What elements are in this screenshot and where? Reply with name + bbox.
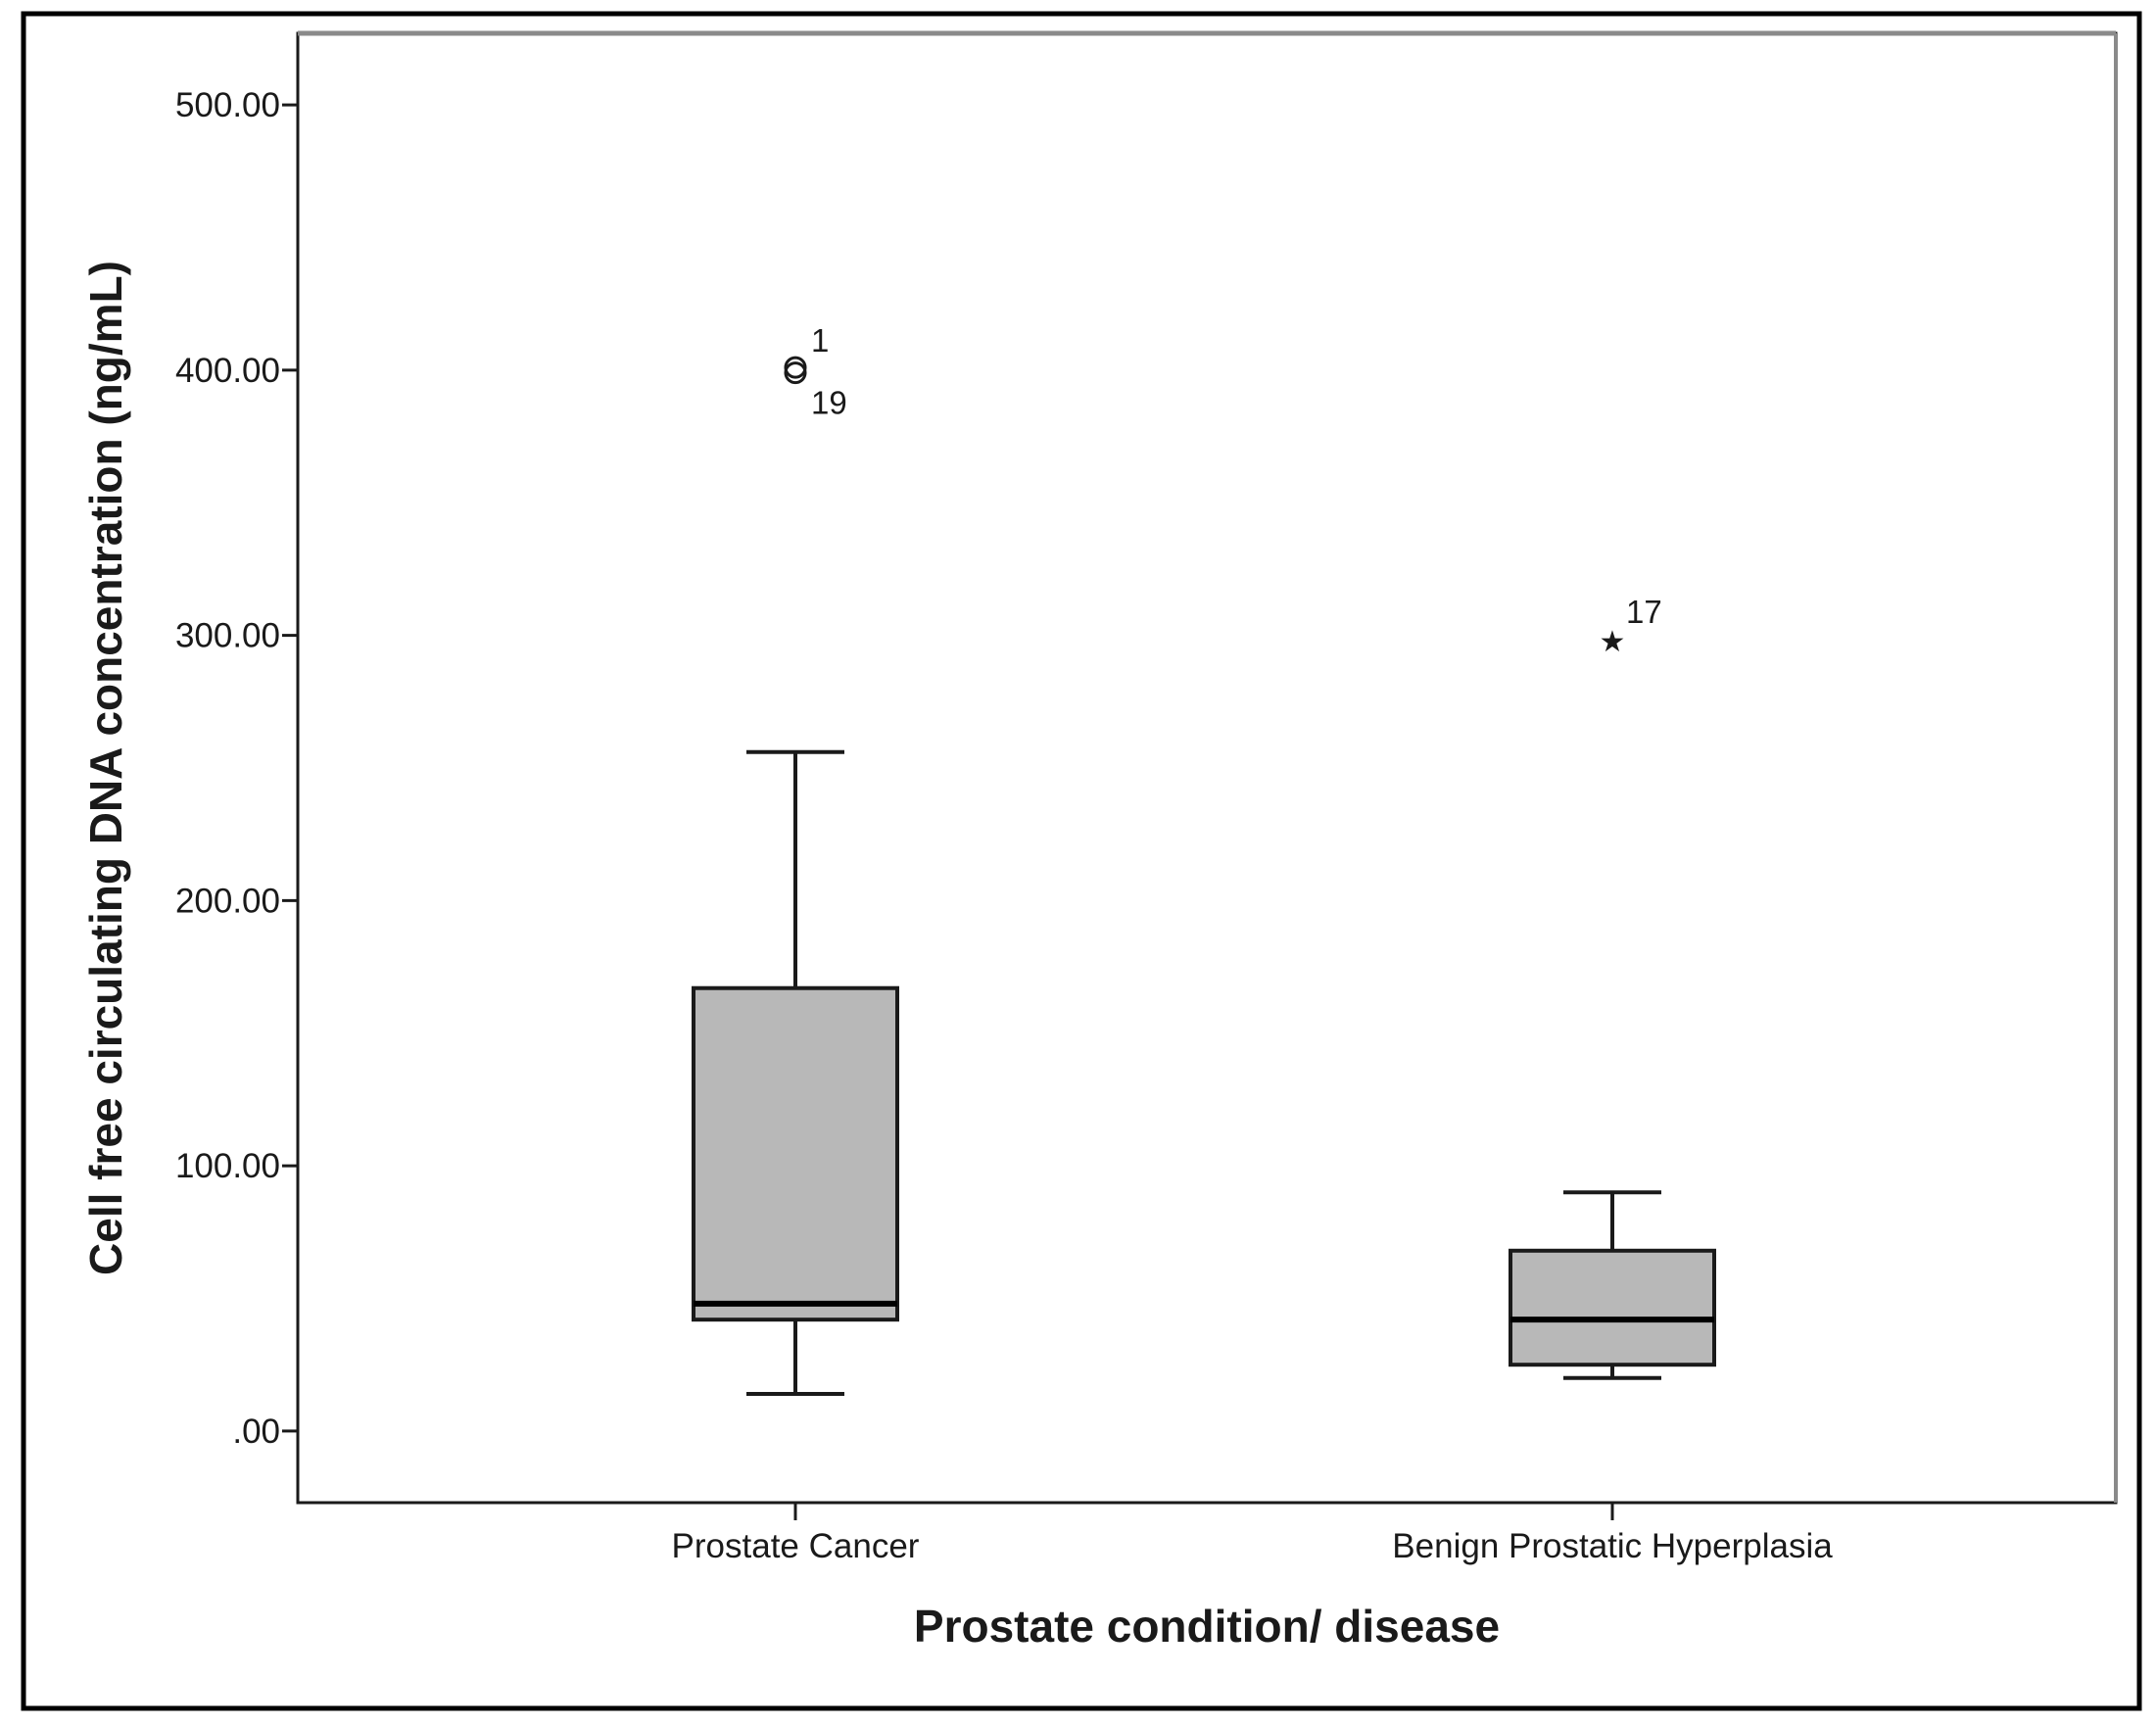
y-axis-title: Cell free circulating DNA concentration … bbox=[80, 261, 131, 1275]
outlier-star-marker: ★ bbox=[1600, 626, 1626, 658]
x-axis-title: Prostate condition/ disease bbox=[914, 1601, 1500, 1652]
iqr-box bbox=[694, 988, 897, 1319]
outlier-case-label: 19 bbox=[811, 385, 847, 421]
plot-area-frame bbox=[298, 33, 2116, 1503]
y-tick-label: 400.00 bbox=[175, 352, 280, 390]
outlier-case-label: 1 bbox=[811, 322, 829, 359]
y-tick-label: 300.00 bbox=[175, 617, 280, 655]
x-category-label: Prostate Cancer bbox=[672, 1527, 920, 1565]
outlier-case-label: 17 bbox=[1626, 594, 1662, 630]
iqr-box bbox=[1510, 1251, 1714, 1365]
y-tick-label: .00 bbox=[232, 1413, 280, 1451]
y-tick-label: 200.00 bbox=[175, 882, 280, 920]
y-tick-label: 100.00 bbox=[175, 1147, 280, 1185]
y-tick-label: 500.00 bbox=[175, 86, 280, 124]
x-category-label: Benign Prostatic Hyperplasia bbox=[1392, 1527, 1833, 1565]
